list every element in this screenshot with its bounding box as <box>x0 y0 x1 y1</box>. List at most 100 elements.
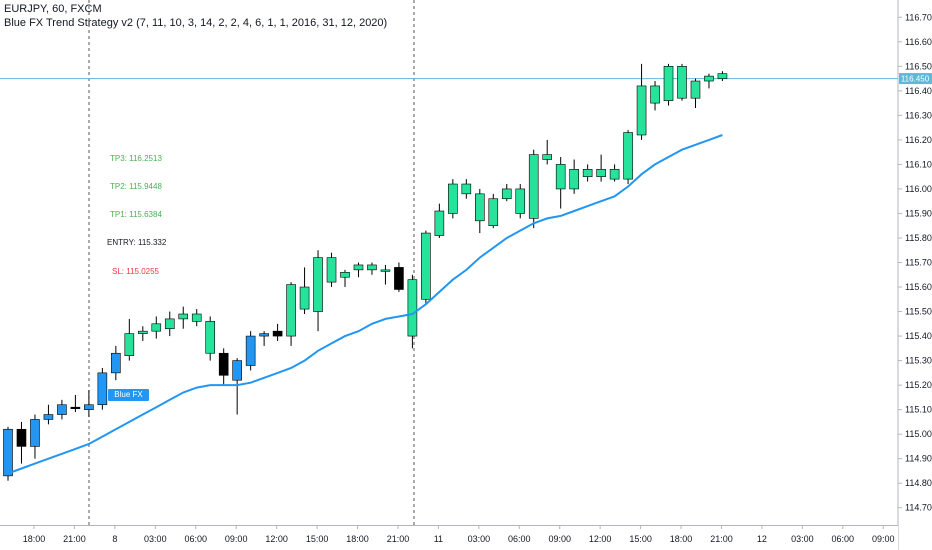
candle <box>299 267 310 314</box>
candle-body <box>555 164 566 190</box>
time-axis <box>0 525 898 550</box>
tp3-label: TP3: 116.2513 <box>110 154 162 163</box>
y-tick-label: 115.700 <box>905 258 932 268</box>
candle-body <box>326 257 337 283</box>
x-tick-label: 18:00 <box>670 534 693 544</box>
candle <box>461 179 472 199</box>
candle-body <box>124 333 135 356</box>
candle-body <box>677 66 687 99</box>
y-tick-label: 114.900 <box>905 454 932 464</box>
candle-body <box>70 406 81 409</box>
y-tick-label: 115.100 <box>905 405 932 415</box>
candle <box>353 262 364 278</box>
candle-body <box>286 284 296 337</box>
candle-body <box>623 132 633 180</box>
y-tick-label: 116.300 <box>905 110 932 120</box>
price-axis <box>898 0 932 550</box>
candle <box>151 316 162 339</box>
candle-body <box>596 169 606 177</box>
candle <box>650 81 660 111</box>
candle-body <box>30 419 40 447</box>
candle <box>340 269 350 288</box>
candle-body <box>245 335 256 366</box>
x-tick-label: 06:00 <box>508 534 531 544</box>
candle <box>326 252 337 288</box>
x-tick-label: 03:00 <box>144 534 167 544</box>
candle-body <box>164 318 175 330</box>
candle <box>111 345 121 381</box>
x-tick-label: 15:00 <box>306 534 329 544</box>
candle <box>394 262 404 292</box>
candle <box>690 78 701 108</box>
candle-body <box>569 169 579 190</box>
candle <box>191 309 202 327</box>
x-tick-label: 03:00 <box>791 534 814 544</box>
ema-line <box>7 134 723 475</box>
candle <box>488 193 499 229</box>
y-tick-label: 114.800 <box>905 478 932 488</box>
x-tick-label: 21:00 <box>387 534 410 544</box>
candle-body <box>434 210 445 236</box>
candle-body <box>353 264 364 271</box>
x-tick-label: 06:00 <box>832 534 855 544</box>
candle <box>43 404 54 425</box>
candle <box>582 164 593 182</box>
y-tick-label: 115.500 <box>905 307 932 317</box>
candle-body <box>582 169 593 177</box>
candle <box>30 414 40 459</box>
candle <box>272 323 283 341</box>
y-tick-label: 115.300 <box>905 356 932 366</box>
current-price-label: 116.450 <box>899 73 932 85</box>
candle <box>259 331 269 346</box>
candle <box>704 73 714 89</box>
x-tick-label: 09:00 <box>225 534 248 544</box>
candle <box>367 262 377 275</box>
y-axis-ticks: 116.700 116.600 116.500 116.400 116.300 116.2… <box>898 12 932 513</box>
x-tick-label: 09:00 <box>872 534 895 544</box>
candle-body <box>272 330 283 337</box>
candle-body <box>218 352 229 376</box>
x-axis-ticks: 18:00 21:00 8 03:00 06:00 09:00 12:00 15:00 18:0… <box>23 525 895 544</box>
y-tick-label: 116.400 <box>905 86 932 96</box>
tp1-label: TP1: 115.6384 <box>110 210 162 219</box>
candle-body <box>367 264 377 271</box>
y-tick-label: 115.800 <box>905 233 932 243</box>
candle <box>474 188 485 234</box>
candle <box>3 426 13 481</box>
x-tick-label: 15:00 <box>629 534 652 544</box>
y-tick-label: 116.500 <box>905 61 932 71</box>
candle <box>138 326 148 341</box>
candle-body <box>609 169 620 180</box>
candle-body <box>407 279 418 337</box>
candle-body <box>704 75 714 82</box>
candle <box>407 274 418 349</box>
buy-signal-label: Blue FX Buy <box>108 389 149 411</box>
candle-body <box>461 183 472 195</box>
candle-body <box>299 286 310 310</box>
candle <box>434 203 445 238</box>
y-tick-label: 116.700 <box>905 12 932 22</box>
x-tick-label: 18:00 <box>23 534 46 544</box>
candles <box>3 63 728 481</box>
candle <box>569 159 579 194</box>
candle-body <box>717 73 728 79</box>
candle-body <box>111 352 121 374</box>
y-tick-label: 115.600 <box>905 282 932 292</box>
x-tick-label: 12:00 <box>589 534 612 544</box>
y-tick-label: 116.000 <box>905 184 932 194</box>
candle <box>380 264 391 285</box>
candle-body <box>542 154 553 160</box>
candle <box>124 318 135 361</box>
y-tick-label: 114.700 <box>905 503 932 513</box>
candle-body <box>380 269 391 272</box>
candle-body <box>97 372 108 406</box>
indicator-title: Blue FX Trend Strategy v2 (7, 11, 10, 3,… <box>4 17 388 29</box>
y-tick-label: 115.400 <box>905 331 932 341</box>
candle-body <box>690 80 701 99</box>
candle <box>218 348 229 386</box>
candle <box>501 184 512 202</box>
candle-body <box>3 428 13 477</box>
svg-text:116.450: 116.450 <box>901 75 930 84</box>
symbol-title: EURJPY, 60, FXCM <box>4 3 102 15</box>
